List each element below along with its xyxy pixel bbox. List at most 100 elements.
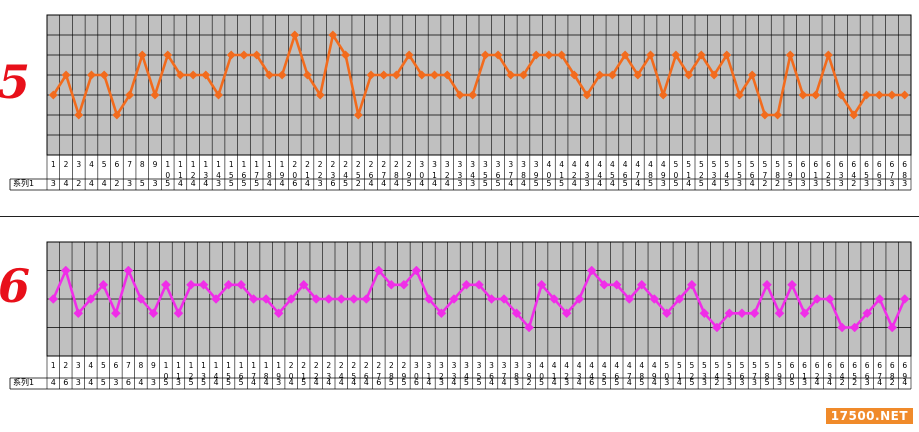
data-point [99,70,109,80]
data-point [379,70,389,80]
data-table-value: 5 [201,378,206,387]
data-point [899,294,910,304]
data-point [595,70,605,80]
data-point [341,50,351,60]
data-point [499,294,509,304]
data-point [61,70,71,80]
data-table-value: 5 [559,179,564,188]
data-point [201,70,211,80]
data-point [569,70,579,80]
data-point [85,294,96,304]
data-table-value: 4 [635,179,640,188]
data-point [531,50,541,60]
data-table-value: 5 [101,378,106,387]
data-table-value: 6 [292,179,297,188]
data-point [511,308,522,319]
data-point [574,294,585,304]
data-table-value: 5 [407,179,412,188]
data-point [223,279,234,290]
data-point [290,30,300,40]
data-point [837,322,847,333]
data-point [461,279,472,290]
data-table-value: 3 [216,179,221,188]
data-table-value: 2 [356,179,361,188]
data-point [724,308,735,319]
data-point [862,308,873,319]
chart-annotation-digit: 6 [0,259,30,313]
data-point [518,70,529,80]
data-table-value: 4 [815,378,820,387]
data-point [774,308,785,319]
data-table-value: 5 [464,378,469,387]
data-point [273,308,284,319]
data-point [336,294,347,304]
x-tick-label: 8 [139,361,144,370]
data-point [236,279,246,290]
data-point [211,294,221,304]
data-point [361,294,372,304]
data-table-value: 4 [381,179,386,188]
x-tick-label: 6 [114,160,119,169]
x-tick-label: 2 [63,361,68,370]
series-legend-label: 系列1 [13,377,34,387]
data-point [812,294,822,304]
data-table-value: 5 [254,179,259,188]
data-table-value: 3 [76,378,81,387]
data-table-value: 5 [764,378,769,387]
data-point [468,90,478,100]
data-point [480,50,490,60]
data-table-value: 3 [865,378,870,387]
x-tick-label: 9 [151,361,156,370]
x-tick-label: 4 [88,361,93,370]
data-table-value: 3 [113,378,118,387]
data-point [887,322,898,333]
data-table-value: 4 [750,179,755,188]
data-point [366,70,376,80]
data-point [624,294,635,304]
data-table-value: 5 [140,179,145,188]
data-table-value: 4 [138,378,143,387]
data-point [506,70,516,80]
data-table-value: 3 [661,179,666,188]
data-table-value: 4 [712,179,717,188]
data-point [298,279,309,290]
data-point [549,294,559,304]
data-point [607,70,617,80]
data-table-value: 4 [827,378,832,387]
data-table-value: 4 [627,378,632,387]
data-table-value: 5 [188,378,193,387]
data-table-value: 3 [877,179,882,188]
data-point [328,30,338,40]
data-point [417,70,427,80]
data-point [586,265,597,276]
